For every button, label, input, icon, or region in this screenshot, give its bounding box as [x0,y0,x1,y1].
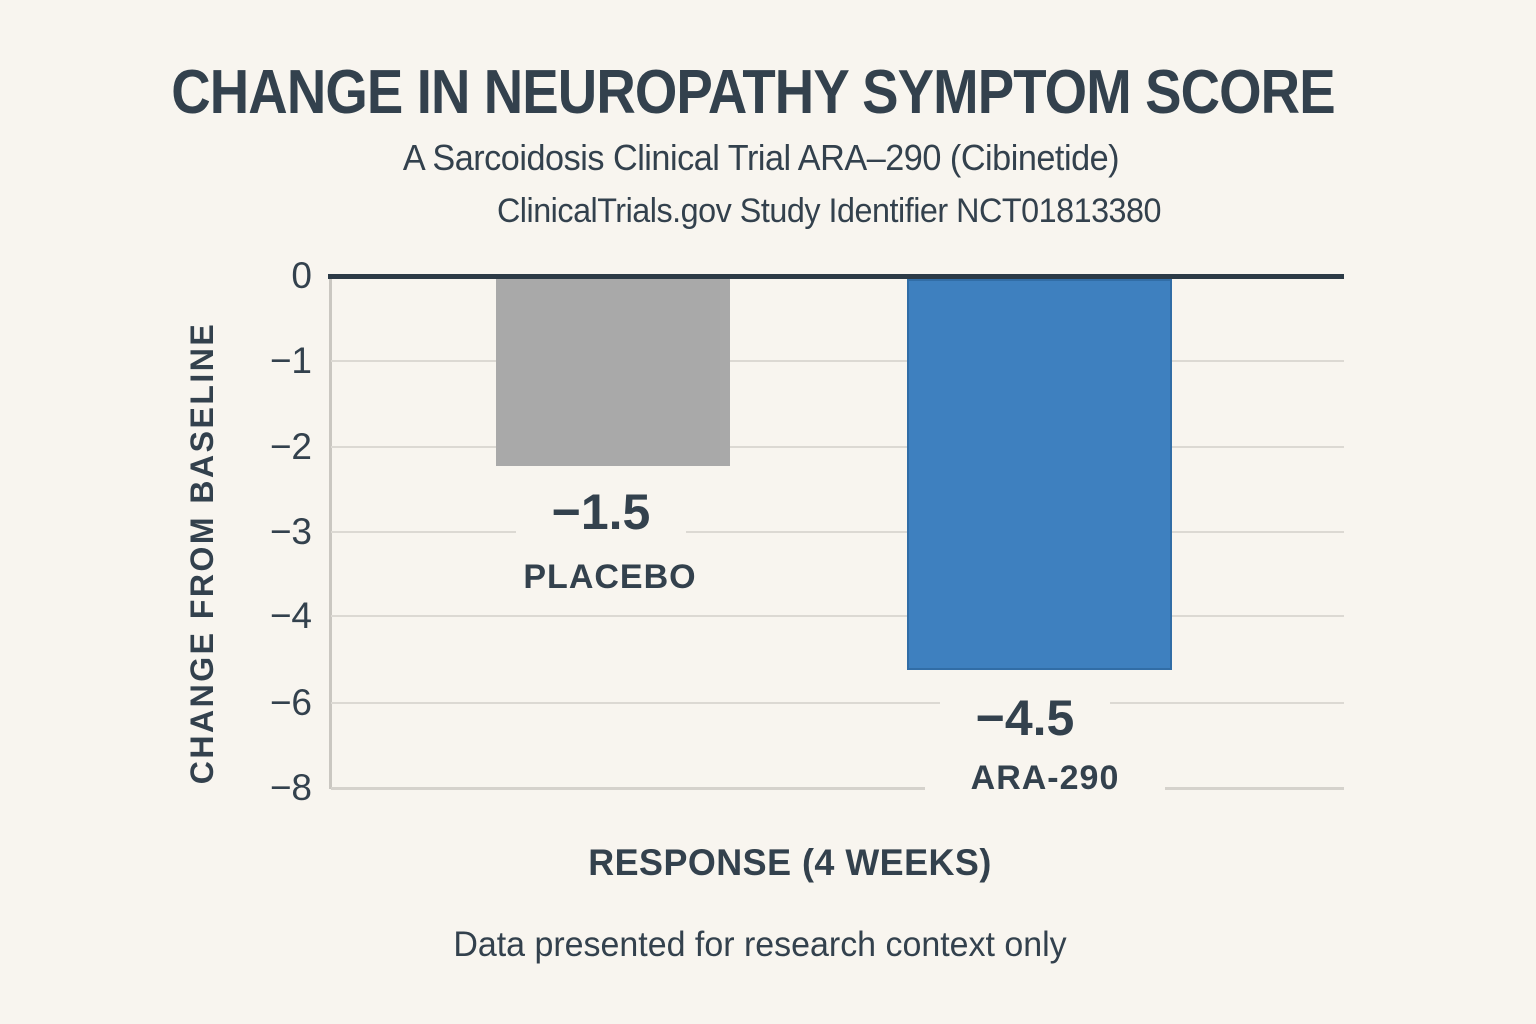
gridline [331,531,1344,533]
gridline [331,615,1344,617]
y-tick-label: −8 [269,767,312,808]
ara-290-bar [907,279,1172,670]
ara-290-category-label: ARA-290 [925,757,1165,799]
y-axis-title: CHANGE FROM BASELINE [184,321,220,785]
ara-290-value-label: −4.5 [940,689,1110,747]
placebo-value-label: −1.5 [516,483,686,541]
x-axis-title: RESPONSE (4 WEEKS) [588,842,992,883]
placebo-category-label: PLACEBO [523,558,697,596]
chart-subtitle: A Sarcoidosis Clinical Trial ARA–290 (Ci… [402,137,1120,178]
zero-axis-line [328,274,1344,279]
gridline [331,360,1344,362]
y-tick-label: −4 [269,595,312,636]
y-axis-line [329,276,332,789]
placebo-bar [496,279,730,466]
y-tick-label: −2 [269,426,312,467]
gridline [331,787,1344,790]
y-tick-label: −6 [269,682,312,723]
study-identifier: ClinicalTrials.gov Study Identifier NCT0… [496,192,1162,230]
y-tick-label: 0 [291,255,312,296]
footnote: Data presented for research context only [453,925,1067,964]
y-tick-label: −1 [269,340,312,381]
gridline [331,702,1344,704]
chart-title: CHANGE IN NEUROPATHY SYMPTOM SCORE [171,58,1335,127]
y-tick-label: −3 [269,511,312,552]
gridline [331,446,1344,448]
